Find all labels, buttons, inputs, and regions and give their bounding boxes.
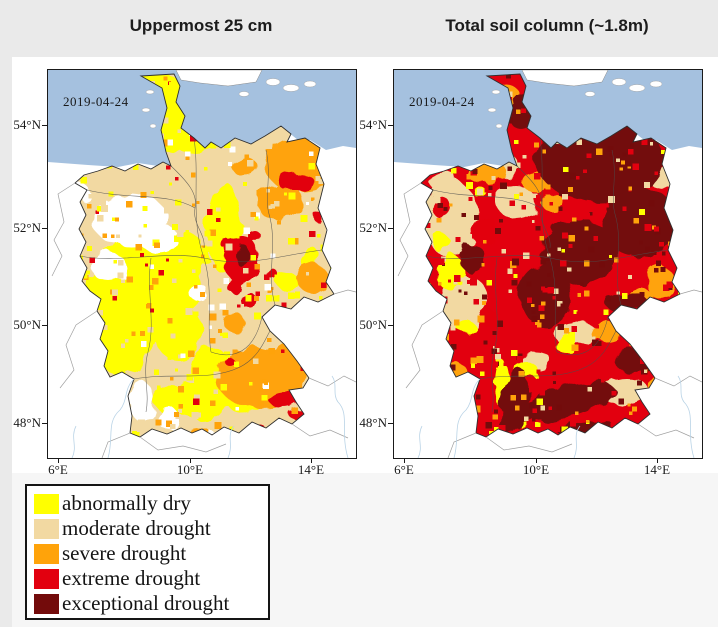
lon-tick-mark (536, 459, 537, 463)
lat-tick-mark (42, 325, 47, 326)
denmark-land (175, 69, 263, 87)
legend-box: abnormally dry moderate drought severe dro… (25, 484, 270, 620)
lon-tick-label: 10°E (522, 462, 550, 477)
lon-tick-label: 6°E (394, 462, 414, 477)
lat-tick-mark (42, 228, 47, 229)
sea-area (48, 70, 356, 169)
lat-tick-label: 54°N (359, 117, 387, 132)
lon-tick-label: 14°E (643, 462, 671, 477)
lat-tick-mark (42, 125, 47, 126)
panel-title-left: Uppermost 25 cm (129, 16, 273, 35)
drought-regions (75, 74, 334, 437)
germany-map-svg (48, 69, 357, 459)
legend-label: extreme drought (62, 566, 201, 590)
map-panel-total-soil-column (393, 69, 703, 459)
state-borders (79, 137, 323, 413)
legend-label: severe drought (62, 541, 187, 565)
map-date-label: 2019-04-24 (63, 94, 129, 109)
legend-label: abnormally dry (62, 491, 191, 515)
lon-tick-label: 14°E (297, 462, 325, 477)
legend-swatch-yellow (34, 493, 59, 514)
sea-area (394, 70, 702, 169)
lon-tick-mark (404, 459, 405, 463)
lat-tick-mark (388, 423, 393, 424)
lat-tick-label: 50°N (359, 317, 387, 332)
rivers (417, 375, 695, 459)
neighbor-borders (51, 182, 357, 459)
germany-map-svg (394, 69, 703, 459)
lat-tick-label: 50°N (13, 317, 41, 332)
lon-tick-mark (311, 459, 312, 463)
legend-item: abnormally dry (34, 491, 268, 516)
lon-tick-label: 10°E (176, 462, 204, 477)
lat-tick-label: 52°N (13, 220, 41, 235)
lat-tick-mark (388, 325, 393, 326)
legend-label: moderate drought (62, 516, 211, 540)
lon-tick-label: 6°E (48, 462, 68, 477)
denmark-land (521, 69, 609, 87)
germany-outline (74, 73, 335, 438)
legend-item: severe drought (34, 541, 268, 566)
lat-tick-label: 48°N (13, 415, 41, 430)
legend-swatch-exceptional (34, 593, 59, 614)
legend-swatch-severe (34, 543, 59, 564)
lon-tick-mark (58, 459, 59, 463)
lat-tick-label: 48°N (359, 415, 387, 430)
legend-swatch-moderate (34, 518, 59, 539)
rivers (71, 375, 349, 459)
lon-tick-mark (190, 459, 191, 463)
state-borders (425, 137, 669, 413)
lat-tick-label: 54°N (13, 117, 41, 132)
lon-tick-mark (657, 459, 658, 463)
lat-tick-mark (388, 228, 393, 229)
lat-tick-mark (388, 125, 393, 126)
legend-label: exceptional drought (62, 591, 230, 615)
lat-tick-label: 52°N (359, 220, 387, 235)
lat-tick-mark (42, 423, 47, 424)
map-panel-uppermost-25cm (47, 69, 357, 459)
legend-item: exceptional drought (34, 591, 268, 616)
neighbor-borders (397, 182, 703, 459)
germany-outline (420, 73, 681, 438)
panel-title-right: Total soil column (~1.8m) (445, 16, 649, 35)
legend-item: moderate drought (34, 516, 268, 541)
legend-item: extreme drought (34, 566, 268, 591)
map-date-label: 2019-04-24 (409, 94, 475, 109)
legend-swatch-extreme (34, 568, 59, 589)
